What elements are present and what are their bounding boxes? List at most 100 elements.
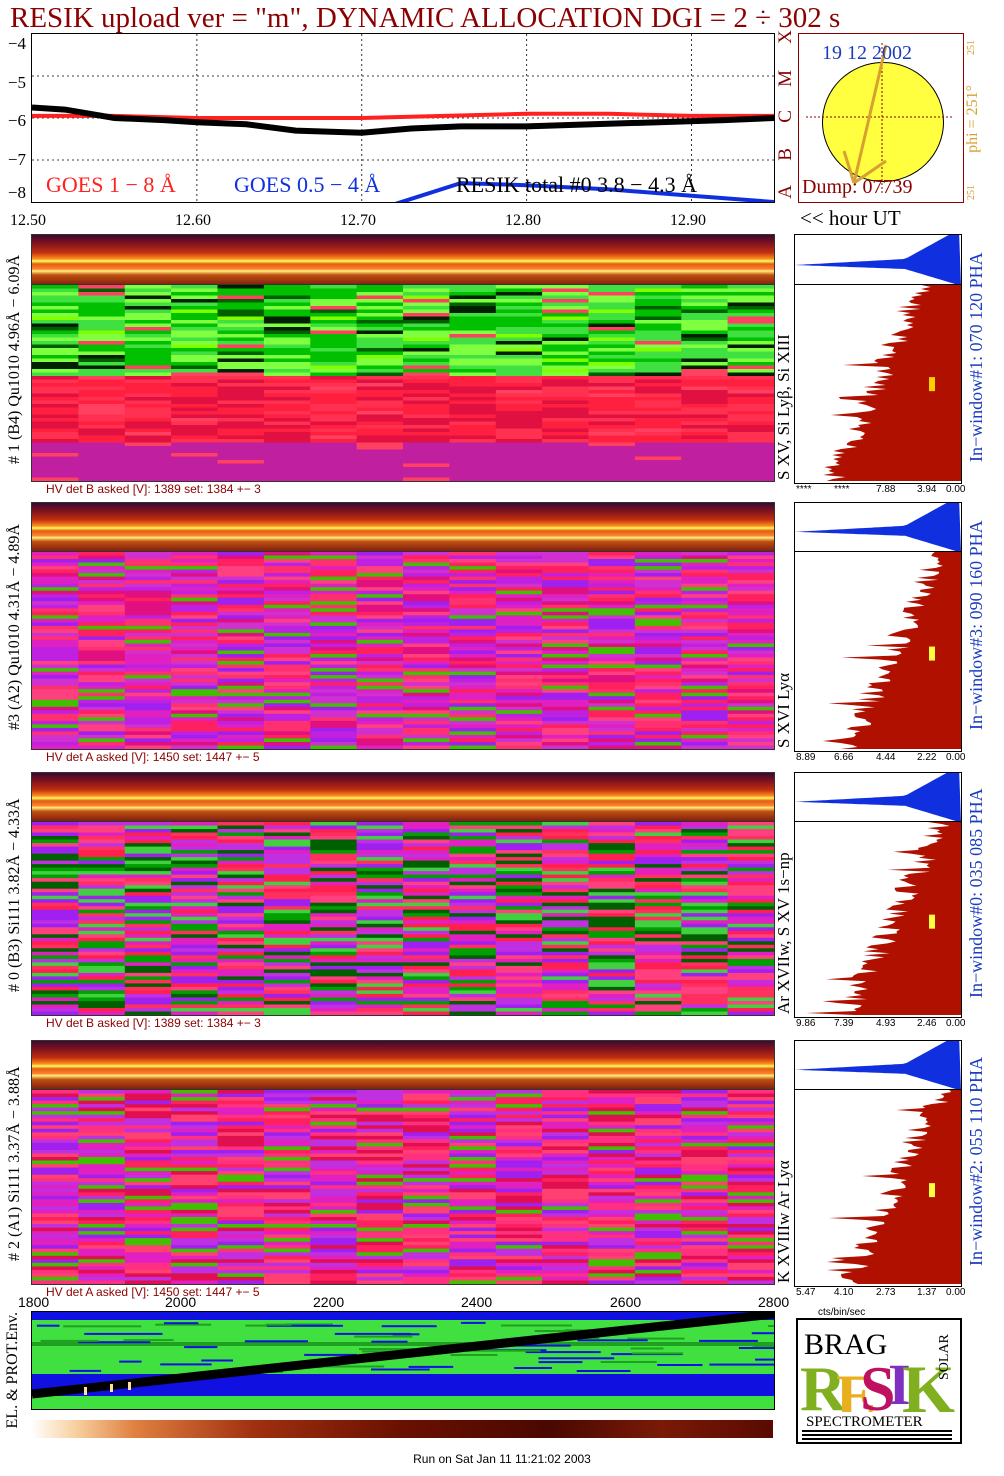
environment-panel xyxy=(31,1309,840,1410)
env-streak xyxy=(577,1339,648,1342)
env-orbit-line xyxy=(31,1309,775,1399)
env-streak xyxy=(160,1363,212,1366)
env-streak xyxy=(751,1332,817,1335)
pha-distribution-d1 xyxy=(794,234,962,286)
spectral-line-label: Ar XVIIw, S XV 1s−np xyxy=(774,852,793,1014)
bottom-xtick: 2200 xyxy=(313,1294,345,1310)
env-streak xyxy=(40,1339,99,1342)
legend-goes-long: GOES 1 − 8 Å xyxy=(46,172,176,197)
env-band xyxy=(32,1374,774,1396)
env-streak xyxy=(36,1324,60,1327)
svg-text:SOLAR: SOLAR xyxy=(937,1333,952,1380)
spectrum-time-strip xyxy=(31,502,775,552)
spectral-line-label: S XVI Lyα xyxy=(774,672,793,748)
goes-lightcurve-plot xyxy=(31,34,775,207)
profile-tick: 0.00 xyxy=(946,1018,966,1029)
profile-tick: **** xyxy=(834,484,850,495)
env-streak xyxy=(304,1353,357,1356)
profile-tick: 0.00 xyxy=(946,752,966,763)
phi-top: 251 xyxy=(966,40,977,55)
goes-ytick: −8 xyxy=(7,183,26,202)
env-streak xyxy=(69,1369,102,1372)
env-streak xyxy=(334,1332,411,1335)
spectrogram-d0 xyxy=(31,821,775,1016)
goes-xtick: 12.70 xyxy=(340,212,376,229)
env-streak xyxy=(630,1347,664,1350)
phi-bottom: 251 xyxy=(966,185,977,200)
spectrum-time-strip xyxy=(31,234,775,286)
profile-tick: 7.39 xyxy=(834,1018,854,1029)
bottom-xtick: 2800 xyxy=(758,1294,790,1310)
detector-label: # 0 (B3) Si111 3.82Å − 4.33Å xyxy=(6,798,23,992)
env-streak xyxy=(768,1325,840,1327)
env-streak xyxy=(78,1341,151,1344)
detector-label: # 2 (A1) Si111 3.37Å − 3.88Å xyxy=(6,1066,23,1261)
env-streak xyxy=(163,1322,199,1325)
env-marker xyxy=(84,1387,87,1395)
bottom-xtick: 1800 xyxy=(18,1294,50,1310)
env-streak xyxy=(371,1340,408,1343)
env-streak xyxy=(534,1330,587,1332)
env-streak xyxy=(155,1323,212,1326)
profile-tick: 6.66 xyxy=(834,752,854,763)
env-marker xyxy=(128,1382,131,1390)
goes-ytick: −7 xyxy=(7,150,26,169)
profile-tick: 2.46 xyxy=(917,1018,937,1029)
goes-ytick: −4 xyxy=(7,34,26,53)
flare-class-m: M xyxy=(775,70,796,87)
bottom-xtick: 2000 xyxy=(165,1294,197,1310)
spectrum-profile-d1 xyxy=(794,284,962,484)
color-scale-bar xyxy=(31,1420,773,1438)
env-streak xyxy=(752,1345,814,1348)
env-streak xyxy=(371,1368,430,1371)
env-streak xyxy=(361,1350,398,1353)
profile-tick: **** xyxy=(796,484,812,495)
bottom-xtick: 2400 xyxy=(461,1294,493,1310)
env-streak xyxy=(359,1348,415,1351)
goes-xtick: 12.80 xyxy=(505,212,541,229)
profile-tick: 8.89 xyxy=(796,752,816,763)
env-streak xyxy=(525,1351,601,1354)
goes-lightcurve-panel xyxy=(31,33,775,207)
hv-status: HV det B asked [V]: 1389 set: 1384 +− 3 xyxy=(46,1016,261,1030)
env-streak xyxy=(63,1325,142,1328)
legend-goes-short: GOES 0.5 − 4 Å xyxy=(234,172,381,197)
in-window-label: In−window#3: 090 160 PHA xyxy=(966,520,986,730)
profile-tick: 0.00 xyxy=(946,1287,966,1298)
sun-position-panel xyxy=(798,33,964,203)
env-streak xyxy=(538,1357,615,1360)
profile-tick: 5.47 xyxy=(796,1287,816,1298)
env-streak xyxy=(627,1337,685,1340)
flare-class-x: X xyxy=(775,30,796,44)
spectral-line-label: S XV, Si Lyβ, Si XIII xyxy=(774,334,793,480)
pha-distribution-d2 xyxy=(794,1040,962,1090)
spectrogram-d3 xyxy=(31,551,775,750)
profile-tick: 4.93 xyxy=(876,1018,896,1029)
flare-class-b: B xyxy=(775,148,796,161)
svg-text:I: I xyxy=(888,1352,911,1417)
flare-class-a: A xyxy=(775,185,796,199)
detector-label: # 1 (B4) Qu1010 4.96Å − 6.09Å xyxy=(6,254,23,464)
env-streak xyxy=(460,1321,486,1324)
resik-logo: BRAG R E S I K SOLAR SPECTROMETER xyxy=(796,1318,962,1444)
orbit-arrow-icon xyxy=(806,43,954,193)
goes-ytick: −5 xyxy=(7,73,26,92)
env-streak xyxy=(657,1364,703,1366)
profile-tick: 0.00 xyxy=(946,484,966,495)
units-label: cts/bin/sec xyxy=(818,1307,866,1318)
goes-xtick: 12.60 xyxy=(175,212,211,229)
goes-xtick: 12.50 xyxy=(10,212,46,229)
goes-series-line-2 xyxy=(31,104,775,136)
hour-ut-label: << hour UT xyxy=(800,206,901,230)
env-streak xyxy=(408,1365,454,1368)
env-band xyxy=(32,1396,774,1409)
env-streak xyxy=(450,1354,498,1356)
flare-class-c: C xyxy=(775,110,796,123)
env-label: EL. & PROT.Env. xyxy=(4,1312,21,1429)
env-streak xyxy=(381,1325,437,1328)
profile-tick: 2.73 xyxy=(876,1287,896,1298)
profile-tick: 9.86 xyxy=(796,1018,816,1029)
env-streak xyxy=(600,1361,657,1363)
svg-text:BRAG: BRAG xyxy=(804,1328,887,1361)
env-streak xyxy=(538,1361,583,1364)
